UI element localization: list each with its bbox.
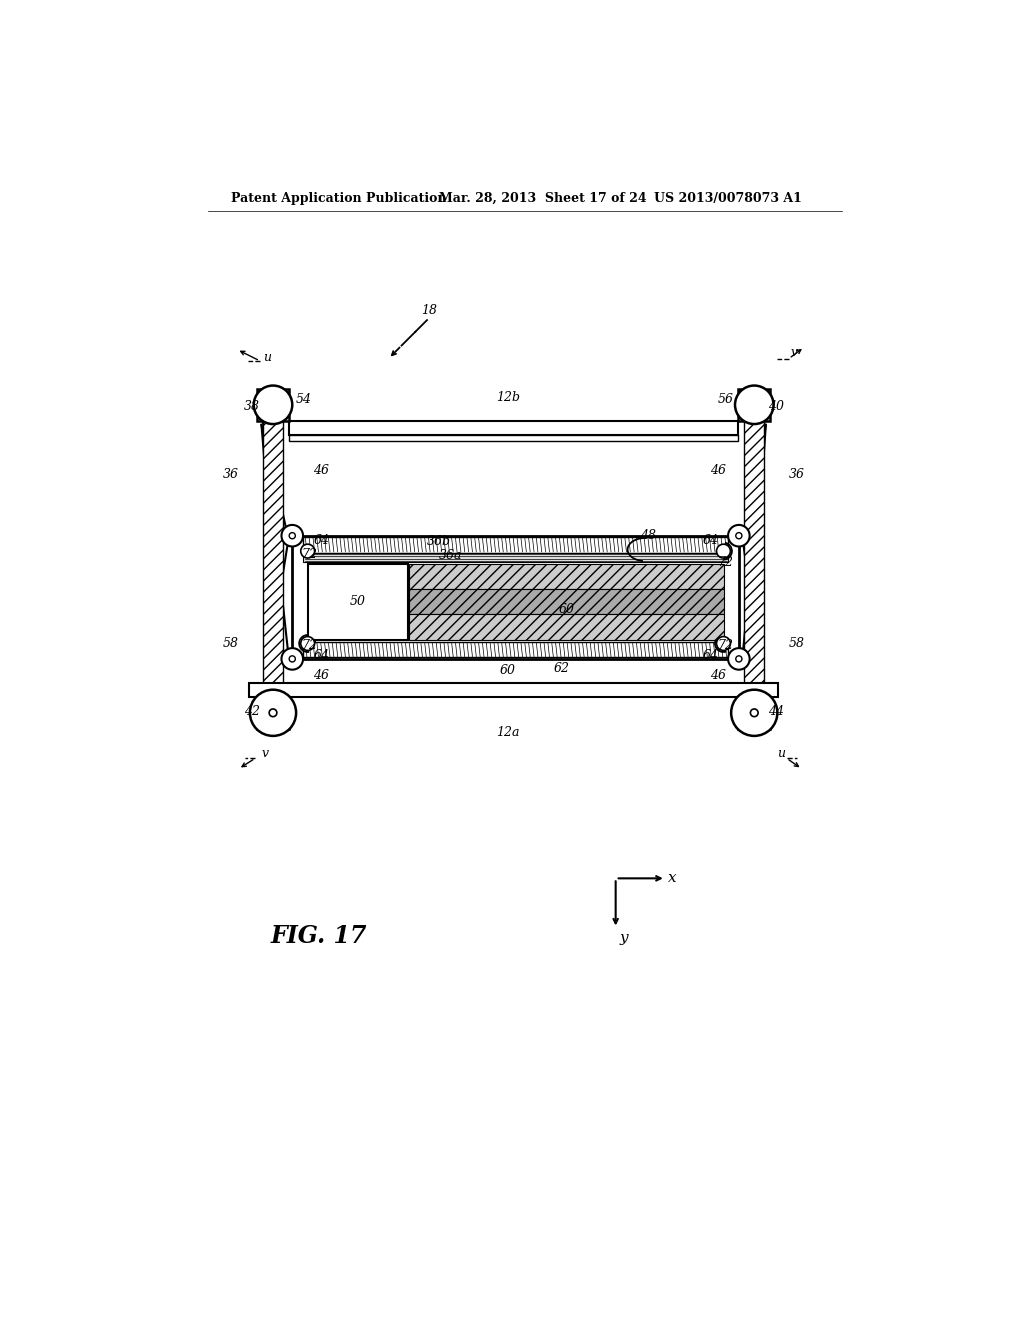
Text: 60: 60 — [500, 664, 516, 677]
Text: 18: 18 — [421, 305, 437, 317]
Circle shape — [736, 532, 742, 539]
Text: 48: 48 — [640, 529, 656, 543]
Bar — [263, 421, 283, 697]
Text: FIG. 17: FIG. 17 — [271, 924, 368, 948]
Text: 58: 58 — [222, 638, 239, 649]
Circle shape — [250, 689, 296, 737]
Circle shape — [289, 656, 295, 663]
Text: 36: 36 — [788, 467, 805, 480]
Text: 40: 40 — [768, 400, 783, 413]
Circle shape — [282, 525, 303, 546]
Text: 46: 46 — [312, 463, 329, 477]
Text: u: u — [777, 747, 785, 760]
Text: 60: 60 — [559, 603, 574, 616]
Text: 50: 50 — [350, 595, 366, 609]
Circle shape — [254, 385, 292, 424]
Bar — [303, 537, 728, 553]
Text: x: x — [668, 871, 677, 886]
Circle shape — [717, 636, 730, 651]
Text: 72: 72 — [301, 548, 317, 561]
Text: 36b: 36b — [427, 536, 451, 548]
Bar — [410, 564, 724, 589]
Circle shape — [282, 648, 303, 669]
Bar — [410, 615, 724, 640]
Text: 62: 62 — [554, 661, 569, 675]
Text: US 2013/0078073 A1: US 2013/0078073 A1 — [654, 191, 802, 205]
Circle shape — [289, 532, 295, 539]
Text: u: u — [263, 351, 271, 363]
Circle shape — [301, 636, 314, 651]
Text: 72: 72 — [717, 556, 733, 569]
Text: 12b: 12b — [496, 391, 520, 404]
Bar — [738, 697, 770, 729]
Text: 38: 38 — [244, 400, 260, 413]
Text: 46: 46 — [312, 669, 329, 682]
Text: 64: 64 — [702, 533, 719, 546]
Circle shape — [728, 525, 750, 546]
Text: 12a: 12a — [496, 726, 519, 739]
Bar — [292, 536, 739, 659]
Text: 46: 46 — [710, 669, 726, 682]
Circle shape — [735, 385, 773, 424]
Text: 72: 72 — [717, 639, 733, 652]
Text: 44: 44 — [768, 705, 783, 718]
Bar — [289, 434, 738, 441]
Circle shape — [735, 693, 773, 733]
Bar — [303, 553, 728, 562]
Text: 36a: 36a — [438, 549, 462, 562]
Bar — [303, 642, 728, 657]
Circle shape — [269, 709, 276, 717]
Text: 56: 56 — [718, 393, 734, 407]
Bar — [289, 421, 738, 434]
Circle shape — [731, 689, 777, 737]
Circle shape — [301, 544, 314, 558]
Text: 42: 42 — [244, 705, 260, 718]
Text: 64: 64 — [702, 648, 719, 661]
Circle shape — [736, 656, 742, 663]
Bar — [307, 564, 408, 640]
Bar — [744, 421, 764, 697]
Text: 58: 58 — [788, 638, 805, 649]
Text: 72: 72 — [301, 639, 317, 652]
Circle shape — [717, 544, 730, 558]
Bar — [249, 682, 778, 697]
Text: 46: 46 — [710, 463, 726, 477]
Bar — [410, 589, 724, 615]
Bar — [257, 697, 289, 729]
Circle shape — [728, 648, 750, 669]
Bar — [257, 388, 289, 421]
Text: Patent Application Publication: Patent Application Publication — [230, 191, 446, 205]
Circle shape — [751, 709, 758, 717]
Text: v: v — [791, 346, 798, 359]
Text: 64: 64 — [313, 648, 330, 661]
Text: y: y — [620, 931, 628, 945]
Circle shape — [254, 693, 292, 733]
Text: v: v — [262, 747, 269, 760]
Text: 54: 54 — [296, 393, 312, 407]
Text: 64: 64 — [313, 533, 330, 546]
Bar — [738, 388, 770, 421]
Text: Mar. 28, 2013  Sheet 17 of 24: Mar. 28, 2013 Sheet 17 of 24 — [438, 191, 646, 205]
Text: 36: 36 — [222, 467, 239, 480]
